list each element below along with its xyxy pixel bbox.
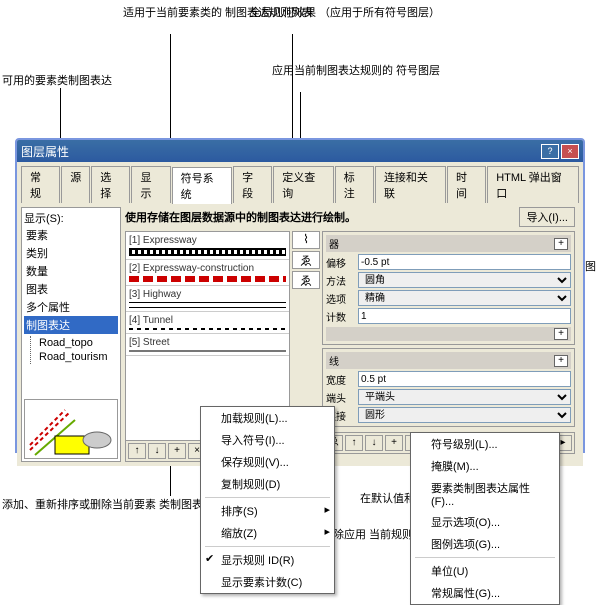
mi-zoom[interactable]: 缩放(Z) xyxy=(201,522,334,544)
swatch-street xyxy=(129,350,286,352)
mi2-legend-opts[interactable]: 图例选项(G)... xyxy=(411,533,559,555)
tab-strip: 常规 源 选择 显示 符号系统 字段 定义查询 标注 连接和关联 时间 HTML… xyxy=(17,162,583,203)
group1-add2-icon[interactable]: + xyxy=(554,328,568,340)
symbol-context-menu: 符号级别(L)... 掩膜(M)... 要素类制图表达属性(F)... 显示选项… xyxy=(410,432,560,605)
width-input[interactable] xyxy=(358,371,571,387)
cap-label: 端头 xyxy=(326,390,354,405)
panel-header: 使用存储在图层数据源中的制图表达进行绘制。 xyxy=(125,209,356,225)
annotation-global-geo: 全局几何效果 （应用于所有符号图层） xyxy=(250,6,440,20)
tab-display[interactable]: 显示 xyxy=(131,166,170,203)
representation-tree: Road_topo Road_tourism xyxy=(30,336,118,364)
option-select[interactable]: 精确 xyxy=(358,290,571,306)
symbol-layer-2[interactable]: ゑ xyxy=(292,251,320,269)
mi-load-rule[interactable]: 加载规则(L)... xyxy=(201,407,334,429)
mi2-mask[interactable]: 掩膜(M)... xyxy=(411,455,559,477)
tab-source[interactable]: 源 xyxy=(61,166,90,203)
mi2-display-opts[interactable]: 显示选项(O)... xyxy=(411,511,559,533)
group2-add-icon[interactable]: + xyxy=(554,355,568,367)
cat-categories[interactable]: 类别 xyxy=(24,244,118,262)
titlebar: 图层属性 ? × xyxy=(17,140,583,162)
rule-tunnel[interactable]: [4] Tunnel xyxy=(126,312,289,334)
rules-context-menu: 加载规则(L)... 导入符号(I)... 保存规则(V)... 复制规则(D)… xyxy=(200,406,335,594)
tab-joins[interactable]: 连接和关联 xyxy=(375,166,446,203)
subtree-road-tourism[interactable]: Road_tourism xyxy=(39,350,118,364)
sym-tb-down[interactable]: ↓ xyxy=(365,435,383,451)
import-button[interactable]: 导入(I)... xyxy=(519,207,575,227)
rule-expressway-construction[interactable]: [2] Expressway-construction xyxy=(126,260,289,286)
rule-street[interactable]: [5] Street xyxy=(126,334,289,356)
tab-defquery[interactable]: 定义查询 xyxy=(273,166,333,203)
cat-quantities[interactable]: 数量 xyxy=(24,262,118,280)
swatch-highway xyxy=(129,302,286,308)
symbol-layer-1[interactable]: ⌇ xyxy=(292,231,320,249)
swatch-tunnel xyxy=(129,328,286,330)
cat-charts[interactable]: 图表 xyxy=(24,280,118,298)
mi2-repr-props[interactable]: 要素类制图表达属性(F)... xyxy=(411,477,559,511)
sym-tb-add[interactable]: + xyxy=(385,435,403,451)
method-label: 方法 xyxy=(326,273,354,288)
swatch-construction xyxy=(129,276,286,282)
mi-save-rule[interactable]: 保存规则(V)... xyxy=(201,451,334,473)
option-label: 选项 xyxy=(326,291,354,306)
dialog-title: 图层属性 xyxy=(21,143,69,160)
group-line: 线 + 宽度 端头 平端头 连接 圆形 xyxy=(322,348,575,427)
tab-fields[interactable]: 字段 xyxy=(233,166,272,203)
width-label: 宽度 xyxy=(326,372,354,387)
swatch-expressway xyxy=(129,248,286,256)
close-button[interactable]: × xyxy=(561,144,579,159)
count-label: 计数 xyxy=(326,309,354,324)
tab-time[interactable]: 时间 xyxy=(447,166,486,203)
minimize-button[interactable]: ? xyxy=(541,144,559,159)
mi-copy-rule[interactable]: 复制规则(D) xyxy=(201,473,334,495)
cat-features[interactable]: 要素 xyxy=(24,226,118,244)
subtree-road-topo[interactable]: Road_topo xyxy=(39,336,118,350)
group-effects: 器 + 偏移 方法 圆角 选项 精确 xyxy=(322,231,575,345)
group2-title: 线 xyxy=(329,353,339,368)
rule-up-button[interactable]: ↑ xyxy=(128,443,146,459)
rule-add-button[interactable]: + xyxy=(168,443,186,459)
mi-import-symbol[interactable]: 导入符号(I)... xyxy=(201,429,334,451)
mi2-general[interactable]: 常规属性(G)... xyxy=(411,582,559,604)
offset-label: 偏移 xyxy=(326,255,354,270)
sym-tb-up[interactable]: ↑ xyxy=(345,435,363,451)
tab-symbology[interactable]: 符号系统 xyxy=(172,167,232,204)
rule-expressway[interactable]: [1] Expressway xyxy=(126,232,289,260)
tab-general[interactable]: 常规 xyxy=(21,166,60,203)
category-panel: 显示(S): 要素 类别 数量 图表 多个属性 制图表达 Road_topo R… xyxy=(21,207,121,462)
mi-show-count[interactable]: 显示要素计数(C) xyxy=(201,571,334,593)
properties-column: 器 + 偏移 方法 圆角 选项 精确 xyxy=(322,231,575,462)
annotation-available-repr: 可用的要素类制图表达 xyxy=(2,74,112,88)
group1-title: 器 xyxy=(329,236,339,251)
rule-highway[interactable]: [3] Highway xyxy=(126,286,289,312)
show-label: 显示(S): xyxy=(24,210,118,226)
rule-down-button[interactable]: ↓ xyxy=(148,443,166,459)
group1-add-icon[interactable]: + xyxy=(554,238,568,250)
offset-input[interactable] xyxy=(358,254,571,270)
symbol-layer-3[interactable]: ゑ xyxy=(292,271,320,289)
tab-html[interactable]: HTML 弹出窗口 xyxy=(487,166,579,203)
method-select[interactable]: 圆角 xyxy=(358,272,571,288)
tab-labels[interactable]: 标注 xyxy=(335,166,374,203)
mi2-units[interactable]: 单位(U) xyxy=(411,560,559,582)
mi-show-rule-id[interactable]: 显示规则 ID(R) xyxy=(201,549,334,571)
annotation-symbol-layers: 应用当前制图表达规则的 符号图层 xyxy=(272,64,440,78)
mi2-symbol-level[interactable]: 符号级别(L)... xyxy=(411,433,559,455)
tab-selection[interactable]: 选择 xyxy=(91,166,130,203)
mi-sort[interactable]: 排序(S) xyxy=(201,500,334,522)
preview-swatch xyxy=(24,399,118,459)
cat-multiple[interactable]: 多个属性 xyxy=(24,298,118,316)
count-input[interactable] xyxy=(358,308,571,324)
join-select[interactable]: 圆形 xyxy=(358,407,571,423)
cap-select[interactable]: 平端头 xyxy=(358,389,571,405)
cat-representation[interactable]: 制图表达 xyxy=(24,316,118,334)
